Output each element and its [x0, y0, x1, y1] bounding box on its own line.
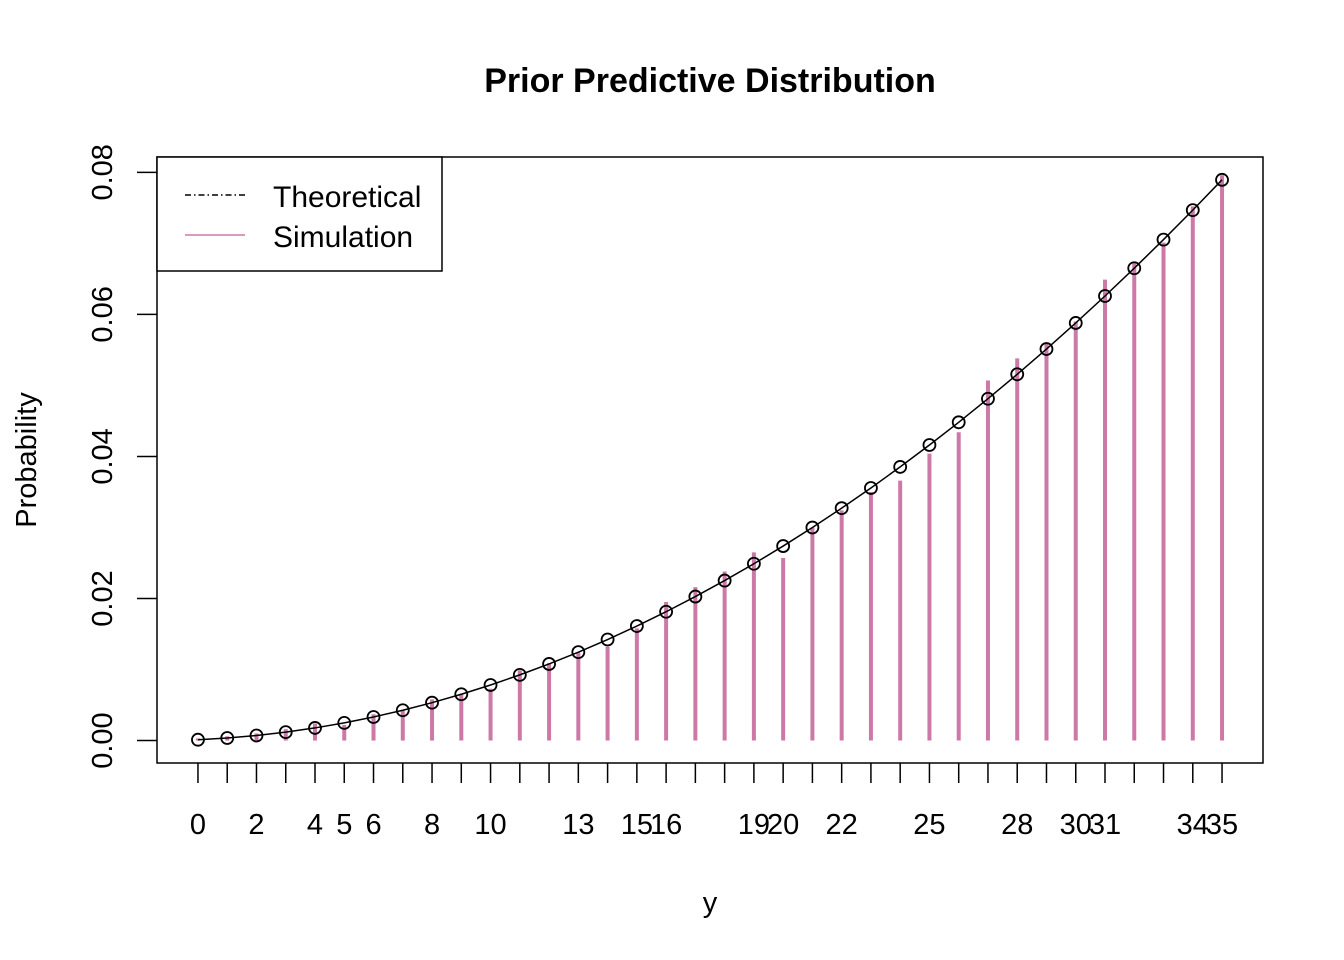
theoretical-point [834, 501, 849, 516]
x-tick-label: 34 [1177, 809, 1209, 841]
theoretical-point [395, 703, 410, 718]
x-tick-label: 25 [913, 809, 945, 841]
plot-marks [191, 172, 1229, 747]
x-tick-label: 28 [1001, 809, 1033, 841]
theoretical-point [571, 645, 586, 660]
legend-simulation-label: Simulation [273, 221, 413, 254]
theoretical-point [1039, 342, 1054, 356]
x-tick-label: 31 [1089, 809, 1121, 841]
x-tick-label: 2 [248, 809, 264, 841]
theoretical-point [629, 619, 644, 633]
theoretical-point [542, 657, 556, 671]
theoretical-point [1185, 203, 1200, 218]
y-tick-label: 0.06 [87, 286, 119, 342]
theoretical-point [893, 460, 908, 474]
theoretical-point [600, 632, 615, 647]
x-tick-label: 6 [365, 809, 381, 841]
x-tick-label: 15 [621, 809, 653, 841]
x-tick-label: 22 [826, 809, 858, 841]
y-axis: 0.00 0.02 0.04 0.06 0.08 [87, 144, 158, 769]
x-tick-label: 8 [424, 809, 440, 841]
legend-theoretical-label: Theoretical [273, 181, 421, 214]
theoretical-point [483, 678, 498, 692]
theoretical-point [1098, 289, 1112, 303]
theoretical-point [981, 391, 995, 406]
y-axis-label: Probability [11, 392, 43, 528]
theoretical-point [512, 667, 527, 682]
theoretical-point [425, 695, 439, 710]
theoretical-point [776, 539, 791, 553]
theoretical-point [864, 481, 878, 495]
theoretical-point [805, 520, 820, 535]
theoretical-point [337, 715, 352, 730]
legend: Theoretical Simulation [156, 156, 443, 272]
theoretical-point [249, 728, 264, 743]
x-tick-label: 10 [474, 809, 506, 841]
x-tick-label: 5 [336, 809, 352, 841]
theoretical-point [1156, 232, 1171, 247]
theoretical-point [191, 732, 205, 747]
theoretical-point [366, 710, 381, 724]
theoretical-point [922, 438, 937, 452]
x-tick-label: 30 [1060, 809, 1092, 841]
y-tick-label: 0.04 [87, 428, 119, 484]
legend-box [156, 156, 443, 272]
theoretical-point [308, 721, 322, 735]
x-tick-label: 35 [1206, 809, 1238, 841]
x-tick-label: 4 [307, 809, 323, 841]
theoretical-point [717, 573, 732, 588]
x-axis-label: y [703, 887, 718, 919]
x-tick-label: 20 [767, 809, 799, 841]
theoretical-point [659, 604, 674, 619]
x-tick-label: 16 [650, 809, 682, 841]
chart-title: Prior Predictive Distribution [484, 62, 936, 100]
x-tick-label: 19 [738, 809, 770, 841]
theoretical-point [1068, 316, 1083, 330]
theoretical-point [1010, 367, 1025, 382]
theoretical-point [951, 415, 966, 430]
theoretical-point [688, 589, 703, 604]
y-tick-label: 0.08 [87, 144, 119, 200]
theoretical-point [278, 725, 293, 740]
theoretical-point [1215, 172, 1229, 187]
y-tick-label: 0.00 [87, 712, 119, 768]
theoretical-point [746, 556, 761, 571]
theoretical-point [220, 731, 235, 745]
theoretical-point [1127, 261, 1142, 276]
y-tick-label: 0.02 [87, 570, 119, 626]
theoretical-point [454, 687, 469, 702]
x-tick-label: 13 [562, 809, 594, 841]
x-tick-label: 0 [190, 809, 206, 841]
